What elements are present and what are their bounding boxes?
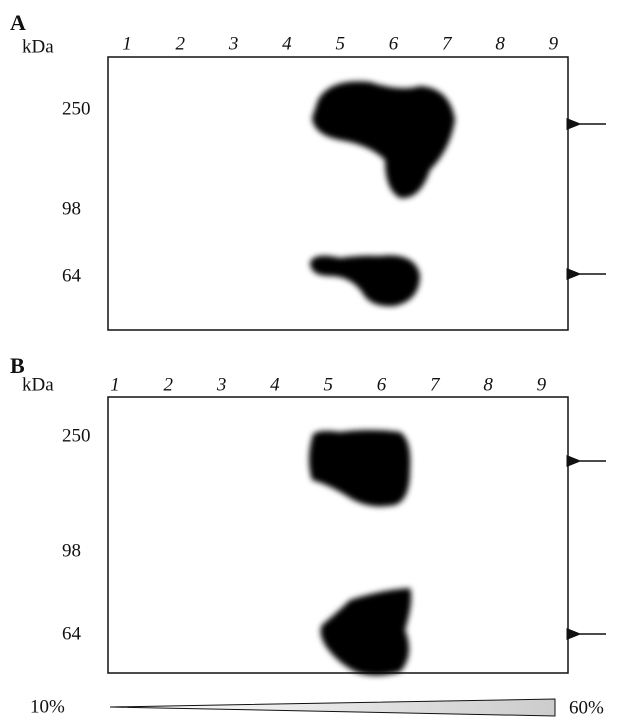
lane-label: 5 [335, 33, 345, 54]
lane-label: 8 [483, 374, 493, 395]
lane-label: 2 [164, 374, 174, 395]
lane-label: 6 [389, 33, 399, 54]
lane-label: 9 [537, 374, 547, 395]
lane-label: 1 [122, 33, 132, 54]
lane-label: 2 [176, 33, 186, 54]
marker-label: 98 [62, 198, 81, 219]
lane-label: 8 [495, 33, 505, 54]
band [321, 588, 412, 676]
figure: A kDa 250 98 64 B kDa 250 98 64 10% 60% … [0, 0, 621, 720]
lane-label: 3 [216, 374, 227, 395]
lane-label: 4 [282, 33, 292, 54]
marker-label: 64 [62, 265, 82, 286]
marker-label: 64 [62, 623, 82, 644]
lane-label: 9 [549, 33, 559, 54]
gradient-end: 60% [569, 697, 604, 718]
panel-b: B kDa 250 98 64 [10, 353, 606, 676]
band [309, 430, 410, 506]
band [312, 81, 455, 198]
band [310, 255, 420, 306]
lane-label: 4 [270, 374, 280, 395]
gradient-start: 10% [30, 696, 65, 717]
lane-label: 1 [110, 374, 120, 395]
unit-label: kDa [22, 374, 54, 395]
lane-label: 7 [430, 374, 441, 395]
gradient-wedge [110, 699, 555, 716]
marker-label: 98 [62, 540, 81, 561]
marker-label: 250 [62, 98, 91, 119]
unit-label: kDa [22, 36, 54, 57]
lane-label: 3 [228, 33, 239, 54]
lane-label: 5 [323, 374, 333, 395]
panel-label: A [10, 10, 26, 35]
gradient-bar: 10% 60% [30, 696, 604, 718]
lane-label: 7 [442, 33, 453, 54]
panel-a: A kDa 250 98 64 [10, 10, 606, 330]
marker-label: 250 [62, 425, 91, 446]
lane-label: 6 [377, 374, 387, 395]
